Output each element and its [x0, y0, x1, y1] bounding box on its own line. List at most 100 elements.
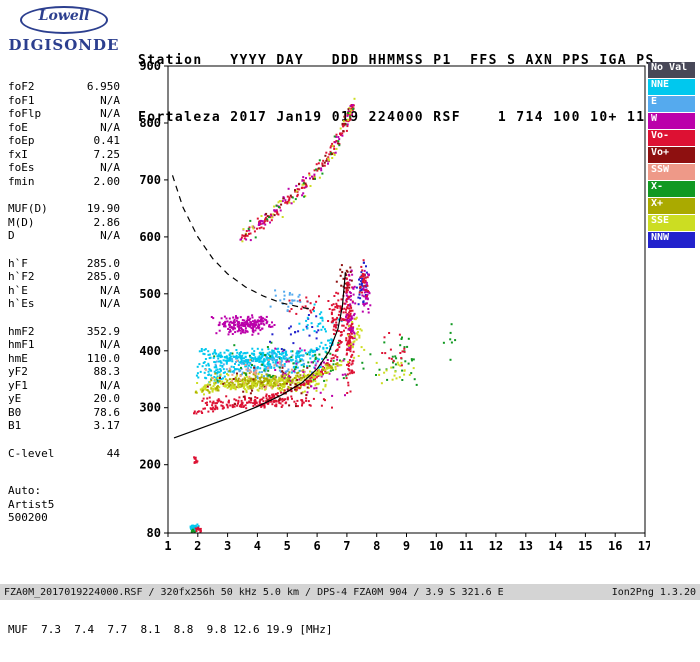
lowell-digisonde-logo: Lowell DIGISONDE — [6, 6, 122, 54]
svg-text:7: 7 — [343, 539, 350, 553]
svg-text:16: 16 — [608, 539, 622, 553]
header-line-1: Station YYYY DAY DDD HHMMSS P1 FFS S AXN… — [138, 53, 655, 68]
param-label: foEp — [8, 134, 35, 147]
param-label: yE — [8, 392, 22, 405]
param-row: foEp 0.41 — [8, 134, 120, 148]
param-label: h`F — [8, 256, 28, 270]
param-row: foFlp N/A — [8, 107, 120, 121]
svg-text:11: 11 — [459, 539, 473, 553]
param-label: C-level — [8, 446, 55, 460]
svg-text:8: 8 — [373, 539, 380, 553]
svg-text:800: 800 — [139, 116, 161, 130]
legend-item-sse: SSE — [648, 215, 695, 231]
logo-digisonde-text: DIGISONDE — [8, 36, 120, 54]
legend-item-nnw: NNW — [648, 232, 695, 248]
param-footer-line: 500200 — [8, 511, 48, 524]
param-label: B1 — [8, 419, 22, 432]
param-value: 110.0 — [86, 351, 120, 365]
param-row: yF2 88.3 — [8, 365, 120, 379]
param-label: M(D) — [8, 215, 35, 229]
svg-text:9: 9 — [403, 539, 410, 553]
param-value: N/A — [100, 297, 120, 310]
status-right-text: Ion2Png 1.3.20 — [611, 586, 696, 598]
svg-text:900: 900 — [139, 59, 161, 73]
param-row: h`Es N/A — [8, 297, 120, 311]
param-row: foEs N/A — [8, 161, 120, 175]
param-value: 7.25 — [93, 147, 121, 161]
legend-item-noval: No Val — [648, 62, 695, 78]
param-label: hmE — [8, 351, 28, 365]
svg-text:1: 1 — [164, 539, 171, 553]
legend-item-ssw: SSW — [648, 164, 695, 180]
param-label: hmF1 — [8, 338, 35, 351]
svg-text:6: 6 — [313, 539, 320, 553]
svg-text:200: 200 — [139, 458, 161, 472]
param-label: yF2 — [8, 365, 28, 378]
param-value: 0.41 — [93, 134, 121, 147]
svg-text:17: 17 — [638, 539, 650, 553]
svg-text:400: 400 — [139, 344, 161, 358]
param-value: 19.90 — [86, 202, 120, 215]
svg-text:2: 2 — [194, 539, 201, 553]
param-row: MUF(D) 19.90 — [8, 202, 120, 216]
param-label: h`E — [8, 283, 28, 297]
param-row: yF1 N/A — [8, 379, 120, 393]
legend-item-w: W — [648, 113, 695, 129]
legend-item-x-: X- — [648, 181, 695, 197]
param-row: foE N/A — [8, 121, 120, 135]
param-value: N/A — [100, 120, 120, 134]
param-label: foF2 — [8, 80, 35, 93]
echo-type-legend: No Val NNE E W Vo- Vo+ SSW X- X+ SSE NNW — [648, 62, 695, 249]
legend-item-vo-: Vo- — [648, 130, 695, 146]
svg-text:300: 300 — [139, 401, 161, 415]
param-row: foF1 N/A — [8, 94, 120, 108]
svg-text:600: 600 — [139, 230, 161, 244]
param-value: N/A — [100, 229, 120, 242]
param-value: 3.17 — [93, 419, 121, 432]
param-row: h`F2 285.0 — [8, 270, 120, 284]
muf-row: MUF 7.3 7.4 7.7 8.1 8.8 9.8 12.6 19.9 [M… — [8, 623, 333, 636]
lowell-logo-oval: Lowell — [20, 6, 108, 34]
param-label: D — [8, 229, 15, 242]
param-row: foF2 6.950 — [8, 80, 120, 94]
param-value: N/A — [100, 161, 120, 174]
param-value: N/A — [100, 338, 120, 351]
digisonde-ionogram-screen: Lowell DIGISONDE Station YYYY DAY DDD HH… — [0, 6, 700, 636]
param-row: M(D) 2.86 — [8, 216, 120, 230]
param-row: hmE 110.0 — [8, 352, 120, 366]
param-label: foE — [8, 120, 28, 134]
param-value: N/A — [100, 107, 120, 120]
svg-text:12: 12 — [489, 539, 503, 553]
param-value: 44 — [106, 446, 120, 460]
param-label: foFlp — [8, 107, 42, 120]
param-row: h`F 285.0 — [8, 257, 120, 271]
param-row: yE 20.0 — [8, 392, 120, 406]
legend-item-x+: X+ — [648, 198, 695, 214]
param-value: 20.0 — [93, 392, 121, 405]
svg-text:4: 4 — [254, 539, 261, 553]
param-value: N/A — [100, 93, 120, 107]
ionogram-plot-area: 1 2 3 4 5 6 7 8 9 10 11 12 13 14 15 16 17 900 800 700 600 500… — [130, 52, 652, 557]
status-left-text: FZA0M_2017019224000.RSF / 320fx256h 50 k… — [4, 586, 504, 598]
param-value: 78.6 — [93, 405, 121, 419]
svg-text:14: 14 — [548, 539, 562, 553]
param-label: hmF2 — [8, 324, 35, 338]
param-label: h`Es — [8, 297, 35, 310]
svg-text:15: 15 — [578, 539, 592, 553]
legend-item-e: E — [648, 96, 695, 112]
param-row: B0 78.6 — [8, 406, 120, 420]
legend-item-vo+: Vo+ — [648, 147, 695, 163]
param-footer-line: Auto: — [8, 484, 42, 497]
param-row: hmF2 352.9 — [8, 325, 120, 339]
param-footer-line: Artist5 — [8, 497, 55, 511]
param-label: foF1 — [8, 93, 35, 107]
svg-text:10: 10 — [429, 539, 443, 553]
svg-text:5: 5 — [284, 539, 291, 553]
logo-lowell-text: Lowell — [38, 8, 90, 24]
svg-text:700: 700 — [139, 173, 161, 187]
param-value: 2.86 — [93, 215, 121, 229]
ionogram-chart: 1 2 3 4 5 6 7 8 9 10 11 12 13 14 15 16 17900800700600500… — [139, 59, 652, 553]
param-label: foEs — [8, 161, 35, 174]
param-row: D N/A — [8, 229, 120, 243]
status-bar: FZA0M_2017019224000.RSF / 320fx256h 50 k… — [0, 584, 700, 600]
